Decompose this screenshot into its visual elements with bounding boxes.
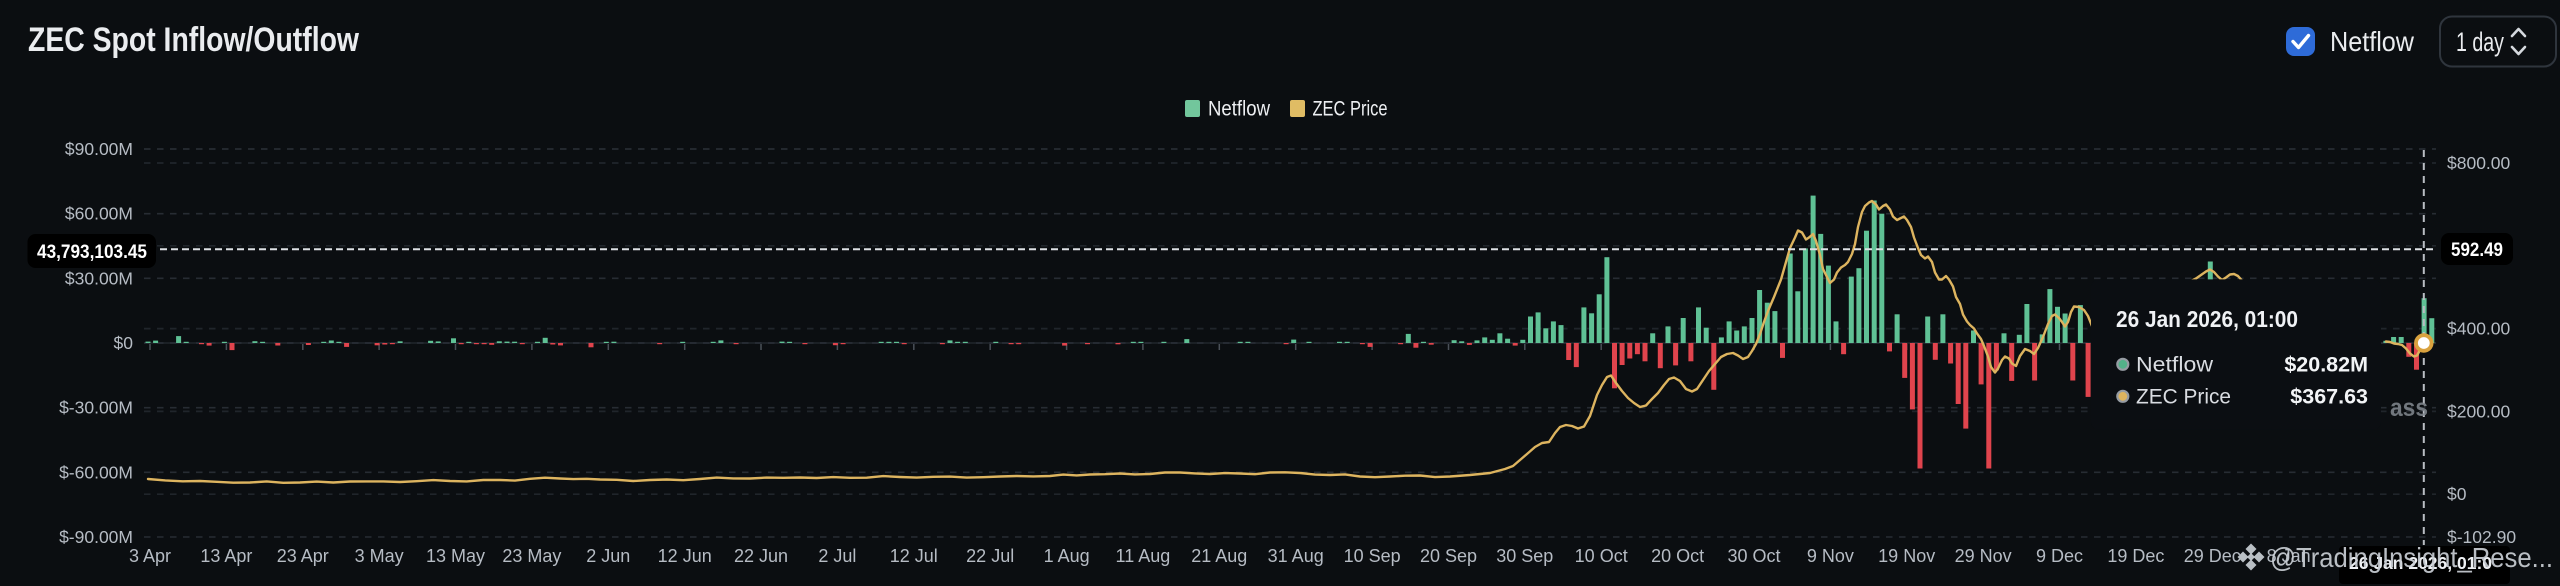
svg-text:$-102.90: $-102.90 bbox=[2447, 527, 2516, 547]
svg-text:30 Oct: 30 Oct bbox=[1727, 546, 1780, 566]
svg-text:9 Dec: 9 Dec bbox=[2036, 546, 2083, 566]
svg-text:$0: $0 bbox=[2447, 484, 2467, 504]
svg-text:ZEC Spot Inflow/Outflow: ZEC Spot Inflow/Outflow bbox=[28, 21, 359, 59]
svg-text:592.49: 592.49 bbox=[2451, 240, 2503, 261]
svg-text:19 Nov: 19 Nov bbox=[1878, 546, 1935, 566]
svg-text:$0: $0 bbox=[114, 333, 134, 353]
svg-text:$367.63: $367.63 bbox=[2290, 385, 2368, 409]
svg-text:31 Aug: 31 Aug bbox=[1268, 546, 1324, 566]
svg-text:3 Apr: 3 Apr bbox=[129, 546, 171, 566]
svg-text:$-60.00M: $-60.00M bbox=[59, 462, 133, 482]
svg-text:$20.82M: $20.82M bbox=[2284, 353, 2368, 377]
svg-text:10 Oct: 10 Oct bbox=[1575, 546, 1628, 566]
svg-text:13 May: 13 May bbox=[426, 546, 485, 566]
svg-text:9 Nov: 9 Nov bbox=[1807, 546, 1854, 566]
svg-text:Netflow: Netflow bbox=[2136, 353, 2213, 377]
svg-text:ZEC Price: ZEC Price bbox=[1313, 97, 1388, 121]
svg-text:10 Sep: 10 Sep bbox=[1344, 546, 1401, 566]
svg-text:43,793,103.45: 43,793,103.45 bbox=[37, 242, 147, 263]
svg-text:23 Apr: 23 Apr bbox=[277, 546, 329, 566]
svg-text:$800.00: $800.00 bbox=[2447, 153, 2511, 173]
svg-text:23 May: 23 May bbox=[502, 546, 561, 566]
svg-text:12 Jul: 12 Jul bbox=[890, 546, 938, 566]
svg-text:22 Jun: 22 Jun bbox=[734, 546, 788, 566]
svg-text:$400.00: $400.00 bbox=[2447, 319, 2511, 339]
svg-text:@TradingInsight_Rese...: @TradingInsight_Rese... bbox=[2270, 542, 2553, 573]
svg-text:2 Jul: 2 Jul bbox=[818, 546, 856, 566]
svg-text:$200.00: $200.00 bbox=[2447, 401, 2511, 421]
svg-text:ZEC Price: ZEC Price bbox=[2136, 385, 2231, 409]
svg-text:8 Jan: 8 Jan bbox=[2267, 546, 2311, 566]
svg-text:22 Jul: 22 Jul bbox=[966, 546, 1014, 566]
svg-text:$-30.00M: $-30.00M bbox=[59, 398, 133, 418]
svg-text:ass: ass bbox=[2390, 394, 2428, 422]
svg-text:11 Aug: 11 Aug bbox=[1116, 546, 1171, 566]
svg-text:Netflow: Netflow bbox=[2330, 26, 2415, 57]
svg-text:26 Jan 2026, 01:0: 26 Jan 2026, 01:0 bbox=[2349, 553, 2492, 573]
svg-text:Netflow: Netflow bbox=[1208, 97, 1270, 121]
svg-text:29 Dec: 29 Dec bbox=[2184, 546, 2241, 566]
svg-text:1 day: 1 day bbox=[2456, 27, 2504, 57]
svg-text:13 Apr: 13 Apr bbox=[200, 546, 252, 566]
svg-text:$30.00M: $30.00M bbox=[65, 268, 133, 288]
svg-text:30 Sep: 30 Sep bbox=[1496, 546, 1553, 566]
svg-text:$-90.00M: $-90.00M bbox=[59, 527, 133, 547]
svg-text:12 Jun: 12 Jun bbox=[658, 546, 712, 566]
svg-text:21 Aug: 21 Aug bbox=[1191, 546, 1247, 566]
svg-text:1 Aug: 1 Aug bbox=[1044, 546, 1090, 566]
svg-text:20 Oct: 20 Oct bbox=[1651, 546, 1704, 566]
svg-text:2 Jun: 2 Jun bbox=[586, 546, 630, 566]
svg-text:19 Dec: 19 Dec bbox=[2107, 546, 2164, 566]
svg-text:26 Jan 2026, 01:00: 26 Jan 2026, 01:00 bbox=[2116, 306, 2298, 332]
svg-text:$60.00M: $60.00M bbox=[65, 204, 133, 224]
svg-text:29 Nov: 29 Nov bbox=[1955, 546, 2012, 566]
svg-text:20 Sep: 20 Sep bbox=[1420, 546, 1477, 566]
svg-text:$90.00M: $90.00M bbox=[65, 139, 133, 159]
svg-text:3 May: 3 May bbox=[355, 546, 404, 566]
